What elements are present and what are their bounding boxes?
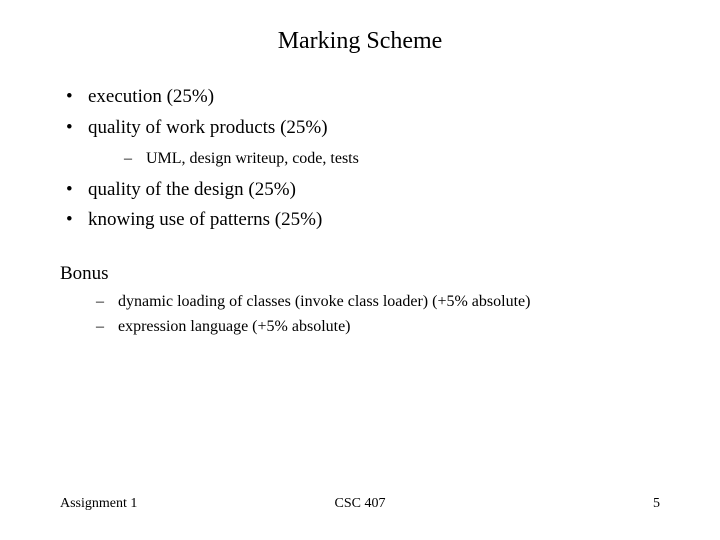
sub-bullet-uml: UML, design writeup, code, tests: [88, 146, 660, 172]
bullet-text: quality of the design (25%): [88, 179, 296, 200]
sub-bullet-text: dynamic loading of classes (invoke class…: [118, 293, 530, 310]
footer-center: CSC 407: [335, 496, 386, 512]
slide-footer: Assignment 1 CSC 407 5: [60, 496, 660, 512]
bullet-text: knowing use of patterns (25%): [88, 209, 322, 230]
bonus-heading: Bonus: [60, 263, 660, 285]
sub-bullet-text: UML, design writeup, code, tests: [146, 150, 359, 167]
bullet-quality-work: quality of work products (25%) UML, desi…: [60, 114, 660, 172]
bullet-quality-design: quality of the design (25%): [60, 176, 660, 205]
bullet-patterns: knowing use of patterns (25%): [60, 206, 660, 235]
footer-left: Assignment 1: [60, 496, 137, 512]
bullet-execution: execution (25%): [60, 83, 660, 112]
sub-list-quality-work: UML, design writeup, code, tests: [88, 146, 660, 172]
bullet-text: quality of work products (25%): [88, 117, 328, 138]
footer-right: 5: [653, 496, 660, 512]
sub-bullet-text: expression language (+5% absolute): [118, 318, 351, 335]
sub-bullet-expression-language: expression language (+5% absolute): [60, 314, 660, 340]
sub-bullet-dynamic-loading: dynamic loading of classes (invoke class…: [60, 289, 660, 315]
main-bullet-list: execution (25%) quality of work products…: [60, 83, 660, 235]
bonus-sub-list: dynamic loading of classes (invoke class…: [60, 289, 660, 340]
bullet-text: execution (25%): [88, 86, 214, 107]
slide-title: Marking Scheme: [60, 28, 660, 55]
